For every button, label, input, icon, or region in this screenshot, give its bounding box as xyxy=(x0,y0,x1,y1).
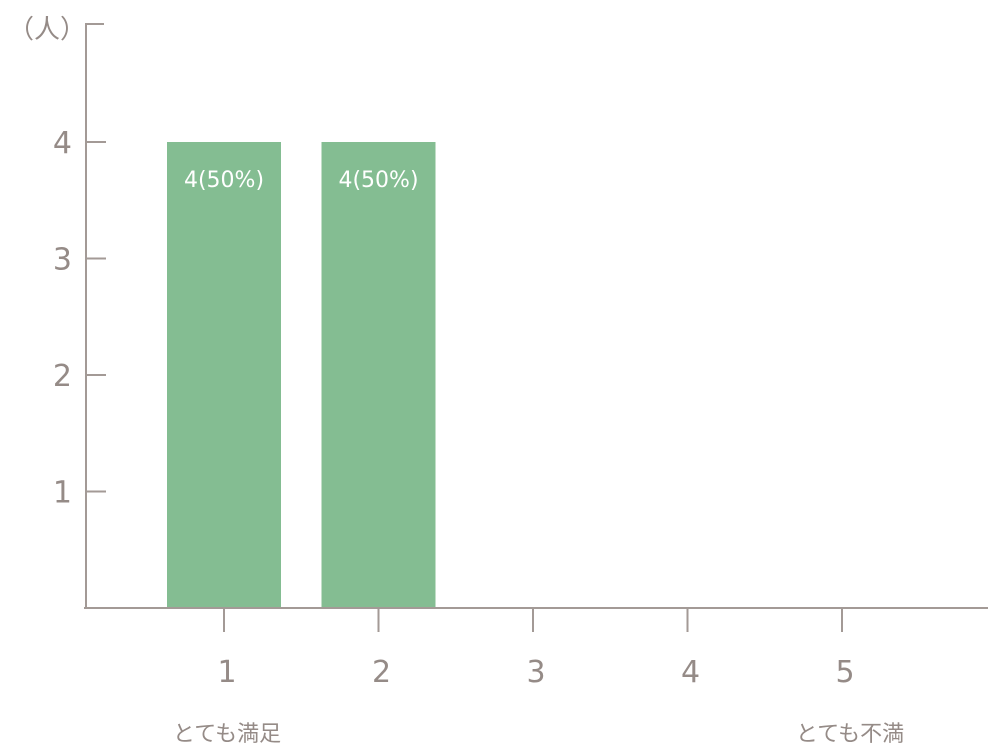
bar-2 xyxy=(321,142,436,608)
x-tick-label-3: 3 xyxy=(526,655,545,690)
bar-label-2: 4(50%) xyxy=(338,168,418,193)
x-anchor-label-right: とても不満 xyxy=(796,722,904,744)
y-unit-label: （人） xyxy=(8,15,86,45)
x-anchor-label-left: とても満足 xyxy=(173,722,281,744)
y-tick-label-4: 4 xyxy=(53,126,72,161)
y-tick-label-1: 1 xyxy=(53,476,72,511)
y-tick-label-2: 2 xyxy=(53,359,72,394)
y-tick-label-3: 3 xyxy=(53,243,72,278)
y-axis-line xyxy=(85,23,104,608)
y-ticks: 1 2 3 4 xyxy=(53,126,106,511)
x-tick-label-4: 4 xyxy=(681,655,700,690)
x-ticks: 1 2 3 4 5 xyxy=(217,608,855,690)
x-tick-label-1: 1 xyxy=(217,655,236,690)
bar-label-1: 4(50%) xyxy=(184,168,264,193)
x-tick-label-2: 2 xyxy=(372,655,391,690)
bars-layer: 4(50%) 4(50%) xyxy=(167,142,436,608)
bar-1 xyxy=(167,142,281,608)
axes-layer xyxy=(84,23,988,609)
x-tick-label-5: 5 xyxy=(835,655,854,690)
